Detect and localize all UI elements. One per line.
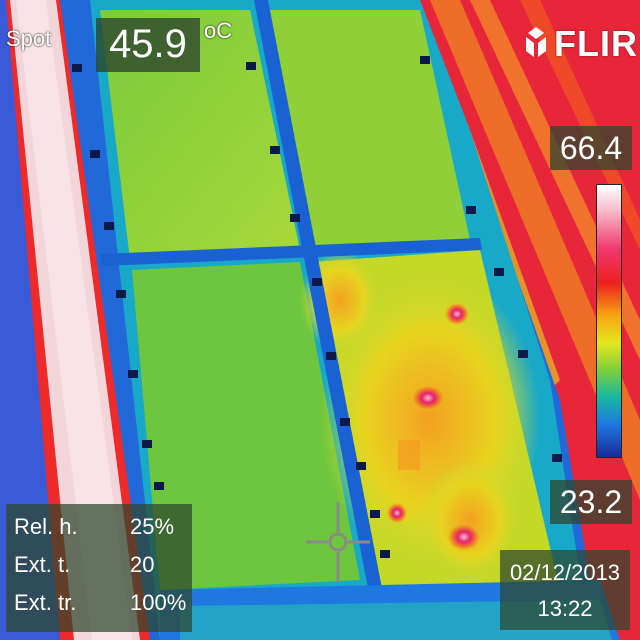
flir-logo: FLIR [524,23,638,64]
scale-min-value: 23.2 [559,484,623,520]
spot-crosshair-icon [306,502,370,582]
scale-min-box: 23.2 [550,480,632,524]
param-value-relative-humidity: 25% [130,514,175,539]
flir-logo-icon [526,27,546,57]
flir-logo-text: FLIR [554,23,638,64]
param-label-relative-humidity: Rel. h. [14,514,78,539]
spot-unit: oC [204,18,233,43]
temperature-scale-bar [596,184,622,458]
spot-value-box: 45.9 [96,18,200,72]
scale-max-box: 66.4 [550,126,632,170]
spot-label: Spot [6,26,52,51]
capture-date: 02/12/2013 [509,560,621,585]
capture-time: 13:22 [537,596,593,621]
param-value-external-temperature: 20 [130,552,155,577]
scale-max-value: 66.4 [559,130,623,166]
spot-temperature-value: 45.9 [109,22,187,66]
param-label-external-transmission: Ext. tr. [14,590,77,615]
parameters-panel: Rel. h. 25% Ext. t. 20 Ext. tr. 100% [6,504,192,632]
timestamp-panel: 02/12/2013 13:22 [500,550,630,630]
param-value-external-transmission: 100% [130,590,187,615]
param-label-external-temperature: Ext. t. [14,552,71,577]
